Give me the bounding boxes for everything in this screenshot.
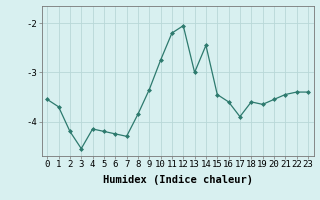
X-axis label: Humidex (Indice chaleur): Humidex (Indice chaleur) — [103, 175, 252, 185]
